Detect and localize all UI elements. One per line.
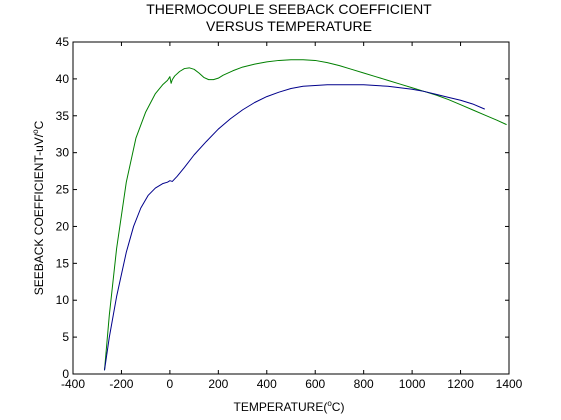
y-tick-label: 5 [62, 330, 69, 344]
tick-label-layer: -400 -200 0 200 400 600 800 1000 1200 1400 0 5 10 15 2… [56, 35, 523, 391]
x-axis-label: TEMPERATURE(oC) [234, 399, 345, 414]
series-layer [103, 59, 507, 371]
x-tick-label: 200 [208, 377, 228, 391]
x-tick-label: 0 [167, 377, 174, 391]
tick-layer [72, 41, 510, 375]
x-tick-label: 600 [305, 377, 325, 391]
series-line-1 [103, 59, 507, 371]
x-tick-label: 800 [354, 377, 374, 391]
x-axis-label-tail: C) [332, 400, 345, 414]
x-tick-label: 1400 [496, 377, 523, 391]
y-tick-label: 15 [56, 256, 70, 270]
x-tick-label: -200 [109, 377, 133, 391]
chart-title: THERMOCOUPLE SEEBACK COEFFICIENT [146, 1, 432, 17]
series-line-2 [103, 84, 485, 371]
x-axis-label-sup: o [327, 399, 332, 408]
y-tick-label: 20 [56, 219, 70, 233]
y-tick-label: 45 [56, 35, 70, 49]
y-axis-label-sup: o [31, 129, 40, 134]
chart-subtitle: VERSUS TEMPERATURE [206, 18, 372, 34]
x-tick-label: 1200 [447, 377, 474, 391]
x-tick-label: 1000 [399, 377, 426, 391]
axes-box [72, 41, 510, 375]
y-tick-label: 10 [56, 293, 70, 307]
plot-area: -400 -200 0 200 400 600 800 1000 1200 1400 0 5 10 15 2… [56, 35, 523, 391]
y-tick-label: 25 [56, 183, 70, 197]
y-axis-label-base: SEEBACK COEFFICIENT-uV/ [32, 133, 46, 295]
x-axis-label-base: TEMPERATURE( [234, 400, 328, 414]
y-axis-label: SEEBACK COEFFICIENT-uV/oC [31, 120, 46, 295]
y-axis-label-tail: C [32, 120, 46, 129]
y-tick-label: 30 [56, 146, 70, 160]
x-tick-label: 400 [257, 377, 277, 391]
y-tick-label: 40 [56, 72, 70, 86]
y-tick-label: 35 [56, 109, 70, 123]
y-tick-label: 0 [62, 367, 69, 381]
x-tick-label: -400 [61, 377, 85, 391]
